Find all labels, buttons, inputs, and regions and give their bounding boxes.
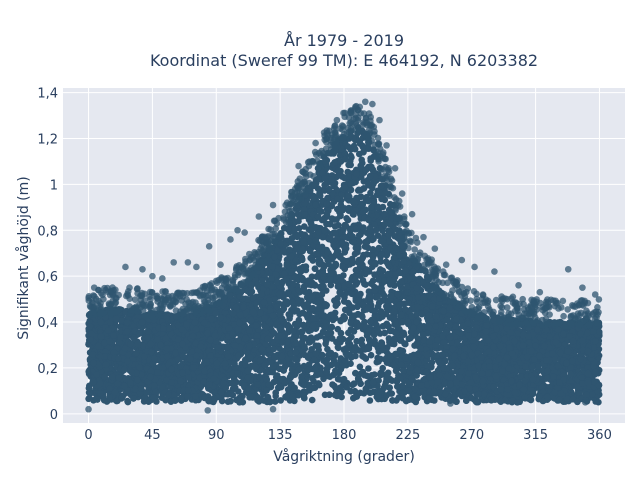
data-point [218,397,226,405]
data-point [345,204,353,212]
data-point [379,323,387,330]
chart-title-line-1: År 1979 - 2019 [284,31,404,50]
data-point [356,363,364,371]
data-point [377,266,384,273]
chart-title-line-2: Koordinat (Sweref 99 TM): E 464192, N 62… [150,51,538,70]
data-point [358,156,366,164]
data-point [365,365,372,372]
data-point [373,358,381,366]
data-point [363,251,371,258]
data-points [85,98,603,414]
data-point [350,328,358,335]
data-point [366,397,374,404]
